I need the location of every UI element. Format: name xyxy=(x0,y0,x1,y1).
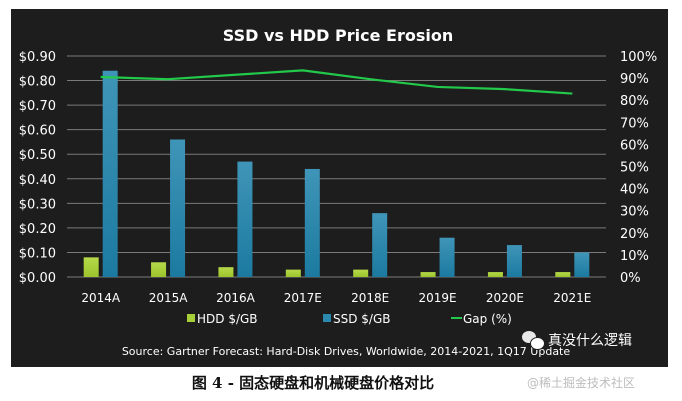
left-tick-label: $0.80 xyxy=(19,75,56,90)
right-tick-label: 90% xyxy=(620,72,649,87)
right-tick-label: 80% xyxy=(620,94,649,109)
hdd-bar xyxy=(353,269,369,277)
right-tick-label: 0% xyxy=(620,271,641,286)
left-tick-label: $0.30 xyxy=(19,197,56,212)
hdd-bar xyxy=(420,272,436,277)
source-note: Source: Gartner Forecast: Hard-Disk Driv… xyxy=(122,345,571,358)
x-tick-label: 2015A xyxy=(149,291,189,305)
legend-hdd-label: HDD $/GB xyxy=(197,312,258,326)
ssd-bar xyxy=(372,213,388,277)
right-axis-ticks: 0% 10% 20% 30% 40% 50% 60% 70% 80% 90% 100% xyxy=(620,50,657,286)
gridlines xyxy=(67,55,606,278)
figure-caption: 图 4 - 固态硬盘和机械硬盘价格对比 xyxy=(0,372,682,393)
x-tick-label: 2021E xyxy=(553,291,591,305)
hdd-bar xyxy=(487,272,503,277)
chart-panel xyxy=(11,9,668,367)
wechat-watermark: 真没什么逻辑 xyxy=(522,330,632,350)
x-axis-ticks: 2014A 2015A 2016A 2017E 2018E 2019E 2020E 2021E xyxy=(81,291,591,305)
gap-line xyxy=(100,69,573,95)
left-tick-label: $0.10 xyxy=(19,246,56,261)
left-tick-label: $0.20 xyxy=(19,222,56,237)
hdd-bar xyxy=(218,267,234,277)
ssd-bar xyxy=(439,237,455,277)
right-tick-label: 60% xyxy=(620,138,649,153)
ssd-bar xyxy=(102,70,118,277)
x-tick-label: 2016A xyxy=(216,291,256,305)
left-tick-label: $0.00 xyxy=(19,271,56,286)
ssd-bar xyxy=(237,161,253,277)
legend-hdd-swatch xyxy=(187,314,195,322)
left-tick-label: $0.60 xyxy=(19,124,56,139)
right-tick-label: 50% xyxy=(620,161,649,176)
right-tick-label: 40% xyxy=(620,183,649,198)
wechat-account-name: 真没什么逻辑 xyxy=(548,333,632,349)
hdd-bar xyxy=(151,262,167,277)
hdd-bar xyxy=(83,257,99,277)
legend: HDD $/GB SSD $/GB Gap (%) xyxy=(187,312,512,326)
left-tick-label: $0.70 xyxy=(19,99,56,114)
left-tick-label: $0.50 xyxy=(19,148,56,163)
site-watermark: @稀土掘金技术社区 xyxy=(527,376,636,390)
ssd-bar xyxy=(574,252,590,277)
ssd-bar xyxy=(170,139,186,277)
caption-text: 图 4 - 固态硬盘和机械硬盘价格对比 xyxy=(191,374,435,392)
x-tick-label: 2018E xyxy=(351,291,389,305)
left-axis-ticks: $0.00 $0.10 $0.20 $0.30 $0.40 $0.50 $0.60 $0.70… xyxy=(19,50,56,286)
right-tick-label: 70% xyxy=(620,116,649,131)
hdd-bar xyxy=(555,272,571,277)
left-tick-label: $0.90 xyxy=(19,50,56,65)
chart-title: SSD vs HDD Price Erosion xyxy=(223,26,453,45)
legend-gap-label: Gap (%) xyxy=(463,312,512,326)
right-tick-label: 30% xyxy=(620,205,649,220)
bars xyxy=(83,70,590,277)
right-tick-label: 100% xyxy=(620,50,657,65)
x-tick-label: 2019E xyxy=(419,291,457,305)
hdd-bar xyxy=(285,269,301,277)
x-tick-label: 2014A xyxy=(81,291,121,305)
legend-ssd-label: SSD $/GB xyxy=(333,312,391,326)
right-tick-label: 10% xyxy=(620,249,649,264)
right-tick-label: 20% xyxy=(620,227,649,242)
gap-series-line xyxy=(100,69,573,95)
x-tick-label: 2017E xyxy=(284,291,322,305)
legend-ssd-swatch xyxy=(323,314,331,322)
x-tick-label: 2020E xyxy=(486,291,524,305)
ssd-bar xyxy=(304,168,320,277)
wechat-icon xyxy=(522,331,545,350)
ssd-bar xyxy=(506,245,522,277)
left-tick-label: $0.40 xyxy=(19,173,56,188)
